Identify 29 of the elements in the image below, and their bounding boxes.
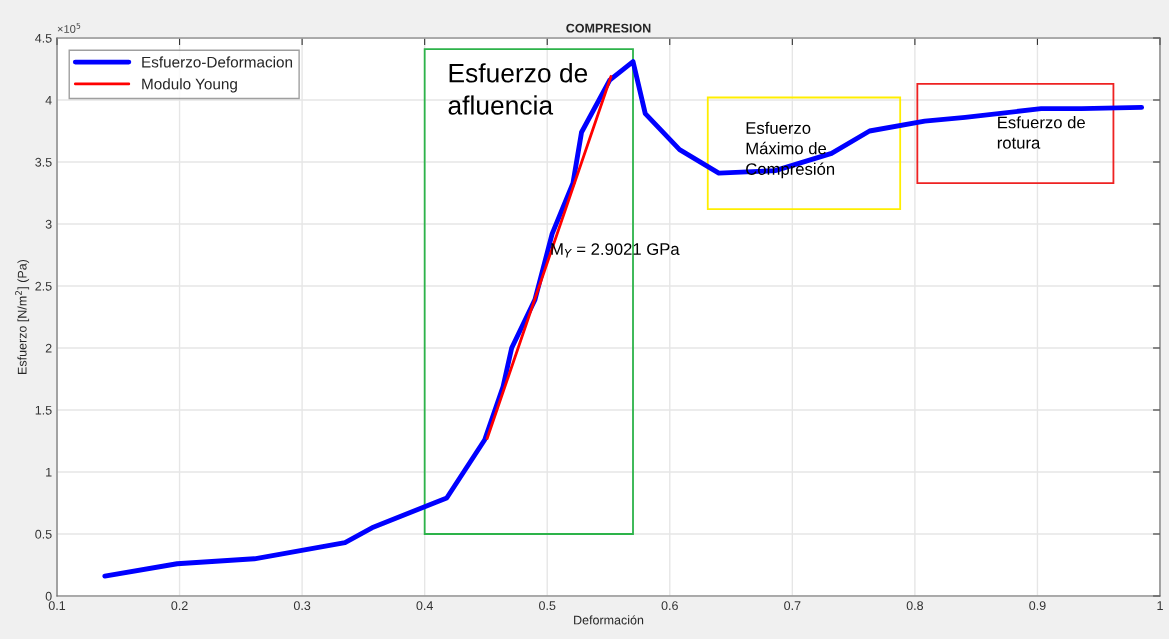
text: ×10$^{5}$ bbox=[57, 22, 81, 33]
x-tick-label: 0.2 bbox=[171, 601, 188, 611]
y-tick-label: 1 bbox=[46, 467, 52, 477]
y-tick-label: 2 bbox=[45, 343, 52, 353]
x-tick-label: 0.4 bbox=[416, 601, 433, 611]
y-tick-label: 4.5 bbox=[35, 33, 52, 43]
y-tick-label: 0 bbox=[45, 591, 52, 601]
annotation: Esfuerzo de rotura bbox=[997, 116, 1085, 149]
x-tick-label: 0.5 bbox=[539, 601, 556, 611]
x-tick-label: 0.3 bbox=[293, 601, 311, 611]
x-tick-label: 1 bbox=[1157, 601, 1163, 610]
y-tick-label: 2.5 bbox=[35, 281, 52, 291]
x-axis-title: Deformación bbox=[574, 615, 644, 625]
legend-label: Esfuerzo-Deformacion bbox=[142, 56, 293, 68]
y-tick-label: 0.5 bbox=[35, 529, 52, 539]
y-axis-title: Esfuerzo [N/m$^{2}$] (Pa) bbox=[15, 259, 30, 374]
y-tick-label: 1.5 bbox=[35, 405, 52, 415]
x-tick-label: 0.9 bbox=[1029, 601, 1046, 611]
x-tick-label: 0.8 bbox=[906, 601, 924, 611]
y-tick-label: 4 bbox=[45, 95, 52, 105]
x-tick-label: 0.6 bbox=[661, 601, 678, 611]
x-tick-label: 0.1 bbox=[48, 601, 66, 611]
annotation: Esfuerzo de afluencia bbox=[448, 63, 588, 115]
legend-label: Modulo Young bbox=[142, 78, 237, 93]
y-tick-label: 3.5 bbox=[35, 157, 52, 167]
annotation: Esfuerzo Máximo de Compresión bbox=[746, 121, 835, 179]
y-tick-label: 3 bbox=[45, 219, 52, 229]
chart-title: COMPRESION bbox=[566, 23, 651, 33]
x-tick-label: 0.7 bbox=[784, 601, 801, 611]
